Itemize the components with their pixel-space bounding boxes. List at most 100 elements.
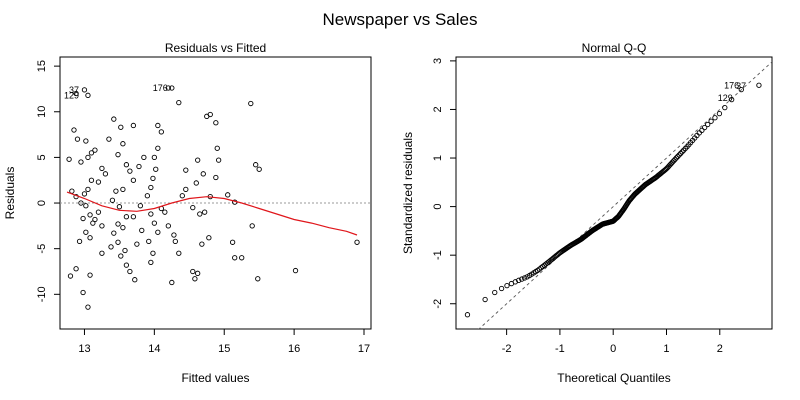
- data-point: [88, 150, 95, 156]
- data-point: [127, 268, 133, 275]
- point-label: 129: [718, 93, 733, 103]
- x-tick-label: 13: [78, 343, 90, 355]
- x-axis-label: Theoretical Quantiles: [557, 371, 670, 385]
- data-point: [83, 138, 89, 144]
- data-point: [213, 120, 219, 126]
- data-point: [95, 209, 102, 215]
- point-label: 37: [69, 85, 79, 95]
- data-point: [123, 214, 130, 220]
- data-point: [115, 221, 121, 227]
- x-tick-label: -1: [555, 343, 565, 355]
- plot-frame: [59, 56, 372, 330]
- x-tick-label: 14: [148, 343, 160, 355]
- data-point: [122, 247, 128, 254]
- data-point: [253, 162, 259, 168]
- data-point: [67, 273, 74, 279]
- data-point: [155, 229, 161, 235]
- y-tick-label: -10: [36, 286, 48, 302]
- plot-frame: [455, 56, 773, 330]
- data-point: [176, 250, 182, 256]
- data-point: [83, 203, 89, 209]
- data-point: [176, 99, 182, 106]
- data-point: [88, 177, 95, 183]
- data-point: [137, 203, 144, 209]
- qq-point: [701, 124, 708, 131]
- y-tick-label: -1: [432, 250, 444, 260]
- data-point: [148, 211, 154, 217]
- data-point: [74, 136, 81, 142]
- data-point: [190, 204, 196, 211]
- data-point: [87, 272, 93, 278]
- qq-point: [712, 115, 718, 121]
- data-point: [130, 177, 137, 183]
- data-point: [123, 162, 130, 168]
- data-point: [123, 262, 130, 268]
- data-point: [116, 204, 123, 210]
- y-tick-label: 2: [432, 106, 444, 112]
- qq-point: [482, 296, 488, 303]
- qq-point: [464, 312, 471, 318]
- qq-point: [498, 285, 505, 292]
- data-point: [134, 241, 140, 247]
- y-axis-label: Residuals: [3, 167, 17, 220]
- data-point: [80, 215, 86, 222]
- data-point: [192, 276, 198, 282]
- data-point: [108, 244, 114, 250]
- data-point: [199, 241, 205, 247]
- qq-point: [671, 158, 677, 164]
- data-point: [130, 122, 137, 129]
- data-point: [155, 145, 161, 151]
- data-point: [150, 250, 156, 256]
- data-point: [202, 209, 208, 215]
- data-point: [92, 147, 98, 153]
- data-point: [155, 122, 161, 129]
- qq-point: [699, 127, 705, 133]
- data-point: [118, 253, 124, 259]
- qq-point: [521, 275, 528, 281]
- data-point: [136, 163, 142, 170]
- data-point: [81, 87, 88, 93]
- data-point: [85, 304, 91, 310]
- x-tick-label: 0: [610, 343, 616, 355]
- qq-point: [705, 121, 711, 128]
- data-point: [99, 223, 105, 229]
- qq-point: [722, 104, 728, 111]
- data-point: [109, 197, 116, 203]
- qq-point: [756, 82, 762, 88]
- data-point: [183, 186, 189, 192]
- point-label: 176: [153, 83, 168, 93]
- data-point: [183, 167, 189, 173]
- data-point: [225, 192, 231, 198]
- data-point: [215, 157, 222, 163]
- data-point: [165, 85, 171, 91]
- data-point: [76, 238, 83, 245]
- qq-point: [716, 111, 723, 117]
- data-point: [214, 145, 220, 151]
- data-point: [171, 232, 177, 238]
- data-point: [354, 239, 360, 245]
- data-point: [239, 255, 245, 261]
- data-point: [169, 85, 175, 91]
- data-point: [132, 277, 138, 283]
- x-tick-label: 2: [717, 343, 723, 355]
- data-point: [172, 238, 178, 245]
- data-point: [195, 270, 201, 276]
- data-point: [73, 266, 79, 272]
- data-point: [141, 154, 147, 161]
- data-point: [78, 200, 84, 206]
- data-point: [102, 171, 109, 177]
- data-point: [99, 250, 105, 256]
- data-point: [85, 186, 91, 192]
- x-tick-label: 17: [358, 343, 370, 355]
- data-point: [195, 157, 201, 163]
- y-tick-label: 10: [36, 106, 48, 118]
- x-tick-label: 16: [288, 343, 300, 355]
- data-point: [255, 276, 261, 282]
- data-point: [85, 154, 91, 161]
- x-tick-label: 15: [218, 343, 230, 355]
- data-point: [162, 209, 168, 215]
- y-tick-label: 3: [432, 58, 444, 64]
- data-point: [249, 223, 255, 229]
- data-point: [151, 220, 157, 226]
